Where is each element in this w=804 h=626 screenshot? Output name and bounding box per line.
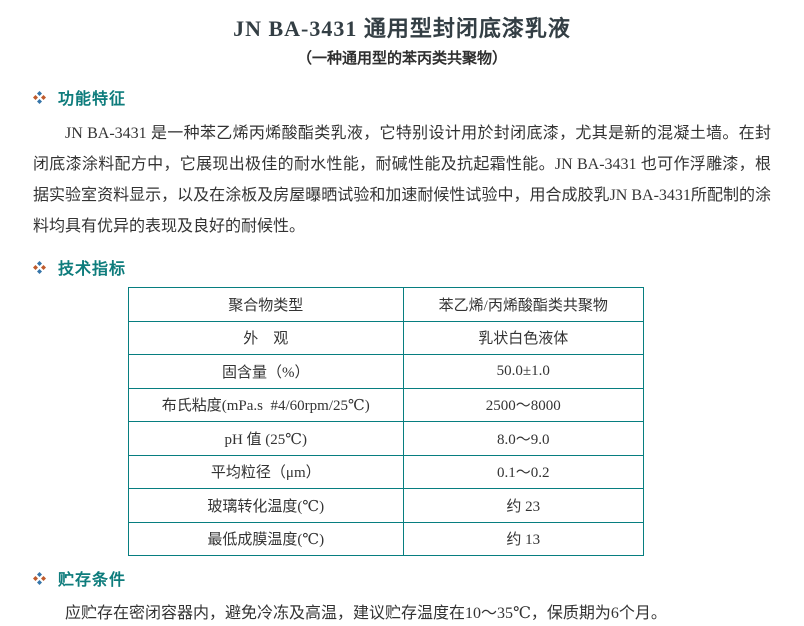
spec-value-cell: 8.0～9.0 [402,421,645,456]
four-diamond-bullet-icon [33,90,46,104]
section-heading-label: 贮存条件 [58,572,127,589]
features-paragraph: JN BA-3431 是一种苯乙烯丙烯酸酯类乳液，它特别设计用於封闭底漆，尤其是… [33,125,771,235]
spec-property-cell: pH 值 (25℃) [128,421,404,456]
table-row: 固含量（%） 50.0±1.0 [128,354,645,389]
table-row: 外 观 乳状白色液体 [128,320,645,355]
table-row: 聚合物类型 苯乙烯/丙烯酸酯类共聚物 [128,287,645,322]
section-heading-storage: 贮存条件 [33,566,804,590]
four-diamond-bullet-icon [33,571,46,585]
spec-property-cell: 聚合物类型 [128,287,404,322]
section-heading-label: 功能特征 [58,91,127,108]
spec-property-cell: 平均粒径（μm） [128,454,404,489]
spec-table: 聚合物类型 苯乙烯/丙烯酸酯类共聚物 外 观 乳状白色液体 固含量（%） 50.… [128,287,645,556]
spec-value-cell: 苯乙烯/丙烯酸酯类共聚物 [402,287,645,322]
spec-property-cell: 最低成膜温度(℃) [128,521,404,556]
spec-property-cell: 外 观 [128,320,404,355]
four-diamond-bullet-icon [33,260,46,274]
spec-value-cell: 2500～8000 [402,387,645,422]
section-heading-features: 功能特征 [33,85,804,109]
spec-value-cell: 约 13 [402,521,645,556]
spec-value-cell: 50.0±1.0 [402,354,645,389]
spec-value-cell: 0.1～0.2 [402,454,645,489]
page-subtitle: （一种通用型的苯丙类共聚物） [296,51,507,67]
storage-paragraph: 应贮存在密闭容器内，避免冷冻及高温，建议贮存温度在10～35℃，保质期为6个月。 [65,605,667,622]
spec-value-cell: 乳状白色液体 [402,320,645,355]
table-row: 平均粒径（μm） 0.1～0.2 [128,454,645,489]
spec-value-cell: 约 23 [402,488,645,523]
table-row: 玻璃转化温度(℃) 约 23 [128,488,645,523]
table-row: 布氏粘度(mPa.s #4/60rpm/25℃) 2500～8000 [128,387,645,422]
spec-property-cell: 固含量（%） [128,354,404,389]
table-row: pH 值 (25℃) 8.0～9.0 [128,421,645,456]
spec-property-cell: 布氏粘度(mPa.s #4/60rpm/25℃) [128,387,404,422]
spec-property-cell: 玻璃转化温度(℃) [128,488,404,523]
page-title: JN BA-3431 通用型封闭底漆乳液 [233,16,571,41]
table-row: 最低成膜温度(℃) 约 13 [128,521,645,556]
section-heading-specs: 技术指标 [33,255,804,279]
section-heading-label: 技术指标 [58,261,127,278]
